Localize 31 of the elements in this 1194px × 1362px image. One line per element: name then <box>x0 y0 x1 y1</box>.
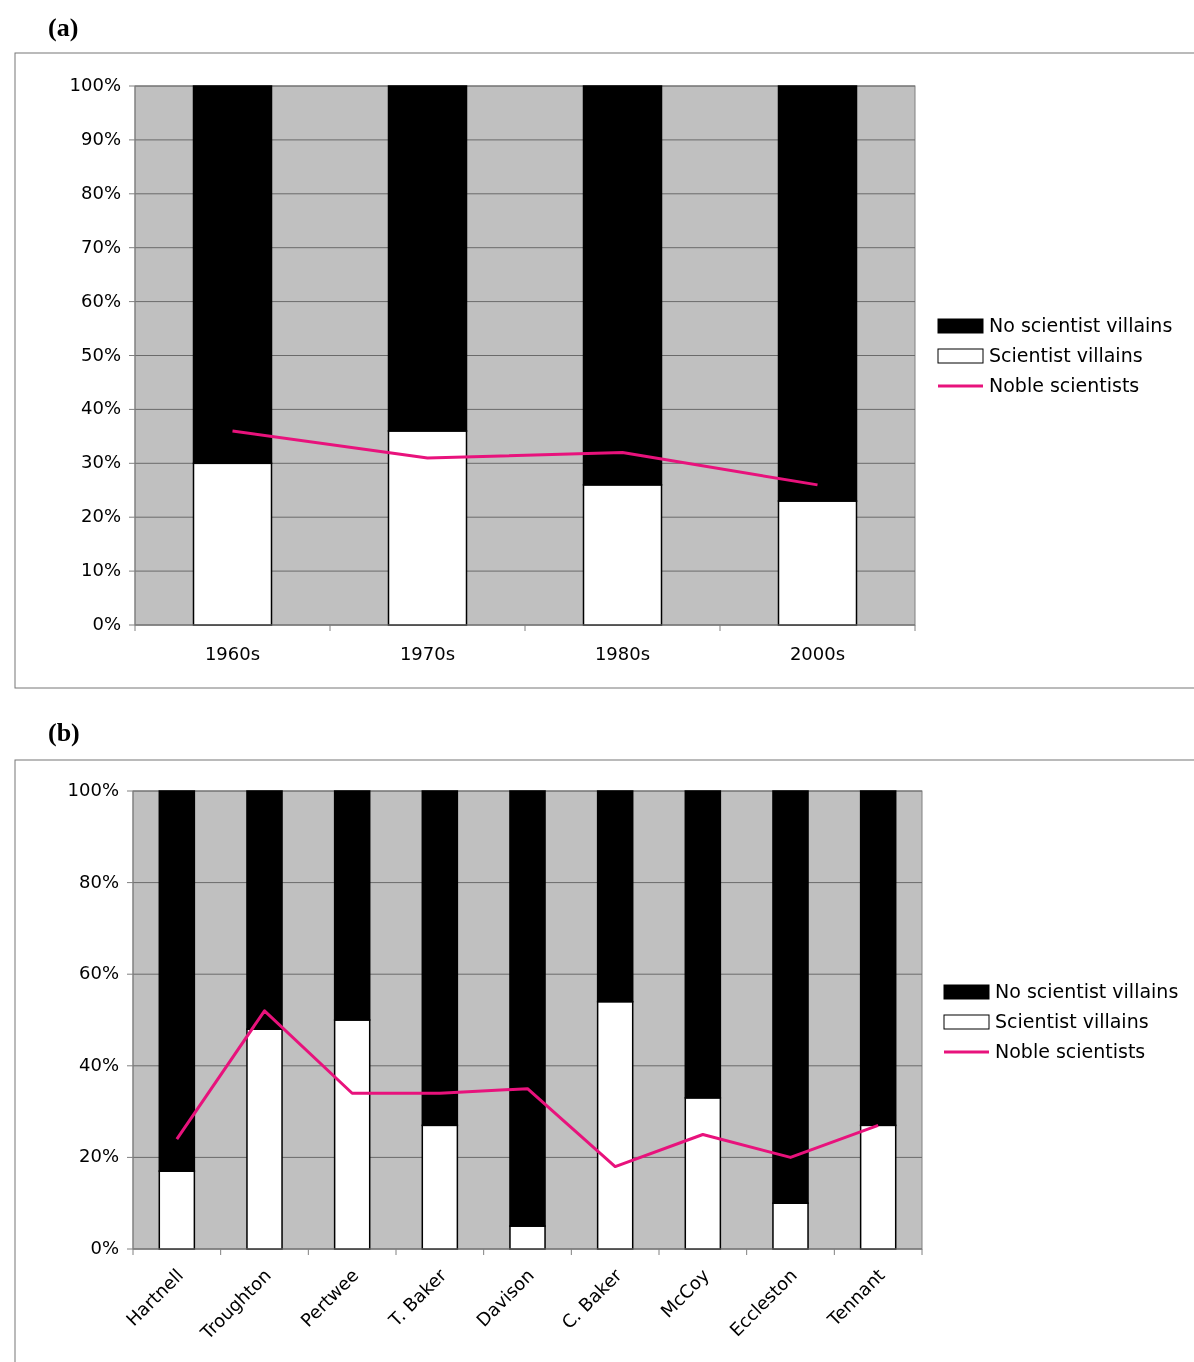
y-tick-label: 90% <box>80 127 121 149</box>
y-tick-label: 10% <box>80 559 121 581</box>
line-series <box>175 1009 880 1169</box>
y-tick-label: 40% <box>78 1053 119 1075</box>
x-tick-label: 1960s <box>204 643 261 664</box>
legend-label: Noble scientists <box>995 1039 1146 1062</box>
y-tick-label: 70% <box>80 235 121 257</box>
y-tick-label: 50% <box>80 343 121 365</box>
x-tick-label: 1970s <box>399 643 456 664</box>
y-tick-label: 20% <box>78 1145 119 1167</box>
y-tick-label: 60% <box>78 962 119 984</box>
line-series <box>231 429 819 487</box>
y-tick-label: 60% <box>80 289 121 311</box>
chart-title: (b) <box>48 717 80 747</box>
chart-title: (a) <box>48 12 79 42</box>
y-tick-label: 20% <box>80 505 121 527</box>
y-tick-label: 0% <box>90 1237 119 1258</box>
y-tick-label: 80% <box>80 181 121 203</box>
y-tick-label: 80% <box>78 870 119 892</box>
y-tick-label: 40% <box>80 397 121 419</box>
legend-label: Noble scientists <box>989 373 1140 396</box>
x-tick-label: 2000s <box>789 643 846 664</box>
x-tick-label: 1980s <box>594 643 651 664</box>
legend-label: No scientist villains <box>995 979 1179 1002</box>
y-tick-label: 100% <box>67 779 119 800</box>
legend-label: No scientist villains <box>989 313 1173 336</box>
y-tick-label: 100% <box>69 74 121 95</box>
y-tick-label: 0% <box>92 613 121 634</box>
legend-label: Scientist villains <box>995 1009 1149 1032</box>
legend-label: Scientist villains <box>989 343 1143 366</box>
y-tick-label: 30% <box>80 451 121 473</box>
